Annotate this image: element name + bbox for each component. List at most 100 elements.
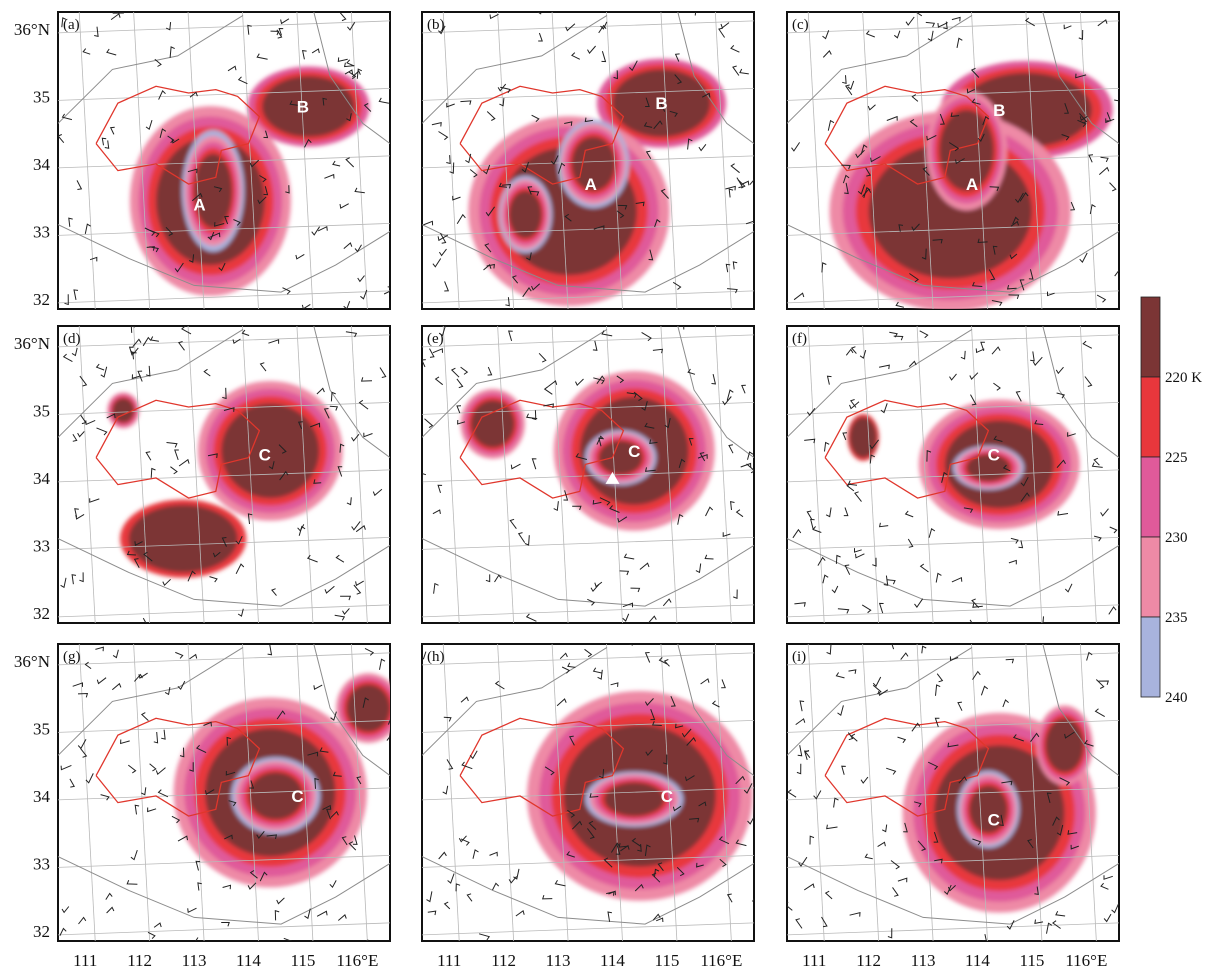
wind-barb	[95, 646, 104, 652]
wind-barb	[735, 509, 744, 518]
wind-barb	[849, 401, 860, 410]
wind-barb	[268, 461, 275, 470]
wind-barb	[276, 897, 285, 905]
wind-barb	[132, 338, 142, 348]
wind-barb	[641, 401, 648, 411]
wind-barb	[195, 744, 207, 754]
wind-barb	[78, 916, 87, 925]
wind-barb	[1091, 462, 1103, 468]
province-border	[58, 328, 244, 438]
latitude-tick-label: 36°N	[14, 334, 50, 353]
cloud-contour	[612, 69, 711, 137]
wind-barb	[360, 289, 368, 300]
wind-barb	[688, 437, 694, 446]
wind-barb	[575, 453, 588, 460]
wind-barb	[675, 723, 684, 729]
colorbar-bin	[1140, 616, 1161, 698]
wind-barb	[1077, 119, 1087, 128]
province-border	[313, 644, 390, 777]
province-border	[787, 856, 1119, 925]
longitude-tick-label: 114	[600, 951, 625, 970]
wind-barb	[982, 933, 987, 941]
panel-g: (g) C	[57, 643, 391, 942]
wind-barb	[80, 748, 88, 758]
wind-barb	[1063, 24, 1072, 30]
wind-barb	[599, 497, 611, 506]
wind-barb	[584, 648, 593, 658]
wind-barb	[663, 659, 670, 667]
wind-barbs	[787, 644, 1119, 941]
wind-barb	[543, 386, 553, 395]
wind-barb	[443, 901, 451, 910]
wind-barb	[883, 575, 889, 586]
wind-barb	[567, 662, 576, 668]
wind-barb	[170, 466, 178, 475]
wind-barb	[278, 27, 284, 36]
wind-barb	[460, 838, 470, 846]
wind-barb	[730, 500, 735, 511]
wind-barb	[652, 913, 661, 921]
wind-barb	[341, 836, 348, 846]
wind-barb	[970, 67, 980, 78]
panel-label: (c)	[792, 17, 809, 33]
wind-barb	[1064, 731, 1075, 739]
wind-barb	[826, 644, 832, 655]
wind-barb	[817, 556, 826, 566]
wind-barb	[1055, 910, 1066, 917]
wind-barb	[355, 580, 364, 587]
cloud-top-temperature-field	[107, 380, 343, 578]
wind-barb	[171, 815, 181, 824]
wind-barb	[622, 602, 633, 608]
province-border	[58, 856, 390, 925]
wind-barb	[69, 778, 75, 788]
wind-barb	[795, 718, 806, 726]
wind-barb	[513, 868, 520, 880]
wind-barb	[96, 427, 108, 436]
wind-barb	[972, 670, 981, 680]
wind-barb	[980, 685, 989, 696]
wind-barb	[297, 421, 303, 430]
panel-content	[58, 12, 390, 309]
wind-barb	[676, 866, 685, 877]
wind-barb	[301, 303, 311, 309]
wind-barb	[949, 656, 959, 662]
colorbar-tick-label: 230	[1165, 530, 1188, 546]
wind-barb	[511, 275, 519, 284]
cloud-contour	[262, 76, 355, 137]
wind-barb	[1009, 253, 1018, 260]
wind-barb	[849, 911, 861, 917]
wind-barb	[806, 510, 813, 520]
wind-barb	[718, 27, 726, 38]
wind-barb	[1114, 269, 1119, 277]
wind-barb	[422, 651, 427, 660]
wind-barb	[865, 167, 871, 177]
panel-content	[787, 644, 1119, 941]
wind-barb	[89, 256, 98, 262]
wind-barb	[437, 234, 449, 242]
wind-barb	[1034, 886, 1039, 896]
wind-barb	[525, 613, 537, 622]
wind-barb	[969, 619, 973, 623]
wind-barb	[363, 103, 372, 112]
cloud-contour	[604, 782, 665, 817]
wind-barb	[460, 696, 469, 703]
wind-barb	[947, 742, 959, 748]
wind-barb	[154, 58, 162, 67]
wind-barb	[847, 80, 855, 91]
wind-barb	[796, 763, 802, 775]
cloud-top-temperature-field	[526, 690, 753, 901]
wind-barb	[466, 893, 473, 902]
wind-barb	[909, 118, 918, 128]
wind-barb	[792, 528, 802, 539]
wind-barb	[631, 837, 642, 848]
wind-barb	[213, 186, 223, 193]
wind-barb	[1100, 882, 1109, 890]
wind-barb	[909, 273, 919, 283]
wind-barb	[432, 258, 442, 268]
wind-barb	[660, 188, 669, 199]
wind-barb	[1086, 651, 1093, 661]
wind-barb	[747, 451, 754, 460]
wind-barb	[529, 190, 540, 196]
wind-barb	[616, 210, 625, 219]
longitude-tick-label: 114	[965, 951, 990, 970]
